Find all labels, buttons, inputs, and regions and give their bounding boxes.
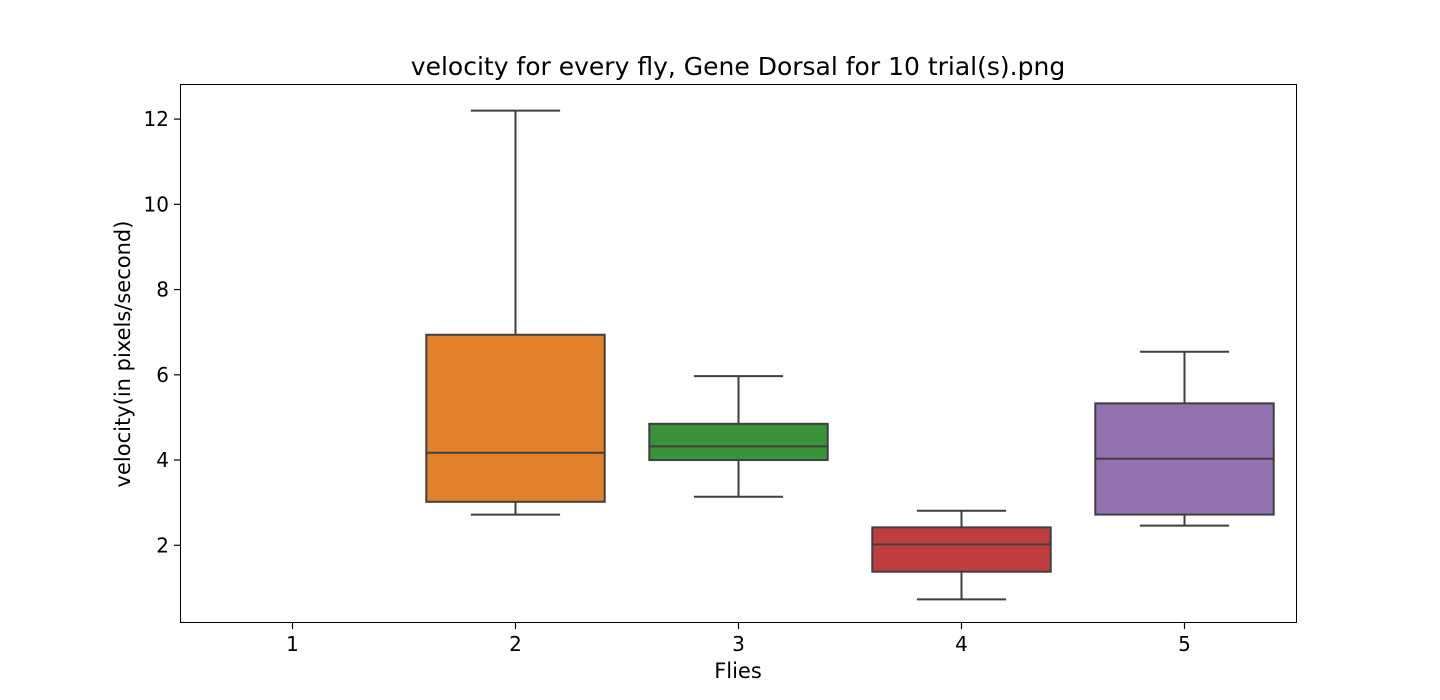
iqr-box xyxy=(648,422,829,462)
box-group-fly-3 xyxy=(648,375,829,498)
y-tick-label: 2 xyxy=(156,533,169,557)
x-tick-label: 3 xyxy=(732,632,745,656)
y-tick-label: 6 xyxy=(156,363,169,387)
box-group-fly-4 xyxy=(871,509,1052,601)
box-group-fly-5 xyxy=(1094,350,1275,527)
x-tick-label: 1 xyxy=(286,632,299,656)
x-axis-title: Flies xyxy=(714,659,762,683)
box-group-fly-2 xyxy=(425,109,606,516)
y-tick-label: 12 xyxy=(144,107,169,131)
plot-frame xyxy=(180,84,1297,623)
y-axis: 2 4 6 8 10 12 xyxy=(144,107,181,557)
y-tick-label: 8 xyxy=(156,278,169,302)
x-tick-label: 2 xyxy=(509,632,522,656)
plot-area xyxy=(425,109,1275,601)
x-tick-label: 4 xyxy=(955,632,968,656)
y-tick-label: 10 xyxy=(144,192,169,216)
iqr-box xyxy=(425,333,606,503)
chart-title: velocity for every fly, Gene Dorsal for … xyxy=(411,52,1065,81)
y-axis-title: velocity(in pixels/second) xyxy=(111,221,135,488)
x-tick-label: 5 xyxy=(1178,632,1191,656)
y-tick-label: 4 xyxy=(156,448,169,472)
iqr-box xyxy=(871,526,1052,573)
x-axis: 1 2 3 4 5 xyxy=(286,622,1191,656)
